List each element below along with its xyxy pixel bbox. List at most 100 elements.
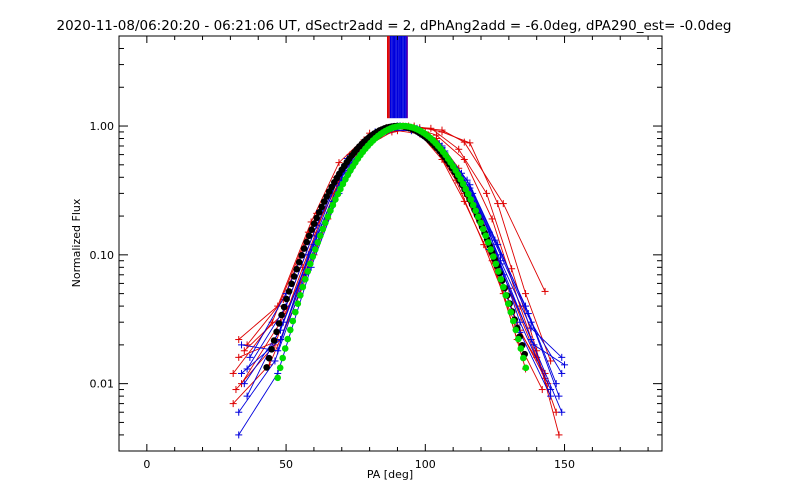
data-point-blue-3 xyxy=(271,357,279,365)
chart-title: 2020-11-08/06:20:20 - 06:21:06 UT, dSect… xyxy=(56,18,731,34)
data-point-blue-3 xyxy=(547,386,555,394)
model-point-black-model xyxy=(310,220,318,227)
data-point-blue-7 xyxy=(496,257,504,265)
model-point-black-model xyxy=(323,193,331,200)
data-point-red-7 xyxy=(508,265,516,273)
model-point-black-model xyxy=(298,252,306,259)
series-line-blue-7 xyxy=(246,126,563,397)
model-point-green-model xyxy=(507,308,515,316)
data-point-blue-5 xyxy=(561,361,569,369)
model-point-green-model xyxy=(469,201,477,209)
model-point-green-model xyxy=(497,275,505,283)
data-point-blue-2 xyxy=(558,408,566,416)
model-point-green-model xyxy=(319,225,327,233)
model-point-black-model xyxy=(320,198,328,205)
y-tick-label: 0.01 xyxy=(90,378,115,391)
model-point-green-model xyxy=(327,207,334,214)
data-point-blue-8 xyxy=(524,310,532,318)
model-point-green-model xyxy=(297,292,304,299)
model-point-green-model xyxy=(492,260,500,268)
model-point-black-model xyxy=(308,226,316,233)
model-point-black-model xyxy=(288,280,295,288)
data-point-red-5 xyxy=(235,336,243,344)
model-point-green-model xyxy=(472,207,480,214)
model-point-green-model xyxy=(484,239,492,246)
model-point-black-model xyxy=(278,311,285,319)
x-tick-label: 150 xyxy=(554,458,575,471)
model-point-green-model xyxy=(459,180,467,188)
series-line-red-outlier xyxy=(380,127,546,292)
model-point-green-model xyxy=(334,190,342,198)
model-point-green-model xyxy=(477,219,485,227)
data-point-red-outlier xyxy=(460,138,468,146)
model-point-green-model xyxy=(281,345,289,352)
data-point-red-4 xyxy=(466,139,474,147)
model-point-black-model xyxy=(265,354,273,362)
model-point-green-model xyxy=(317,232,324,239)
model-point-green-model xyxy=(274,374,282,382)
model-point-green-model xyxy=(322,219,329,227)
model-point-black-model xyxy=(268,346,275,353)
model-point-green-model xyxy=(307,260,314,268)
model-point-green-model xyxy=(332,196,339,203)
model-point-green-model xyxy=(474,213,482,220)
model-point-green-model xyxy=(284,335,292,343)
model-point-black-model xyxy=(285,288,293,295)
model-point-green-model xyxy=(495,268,502,275)
data-point-blue-8 xyxy=(238,369,246,377)
model-point-green-model xyxy=(487,246,495,253)
data-point-red-7 xyxy=(427,124,435,132)
model-point-black-model xyxy=(303,238,311,246)
data-point-blue-5 xyxy=(246,353,254,361)
model-point-green-model xyxy=(312,246,319,253)
model-point-green-model xyxy=(289,317,297,325)
model-point-green-model xyxy=(302,275,309,283)
model-point-green-model xyxy=(512,326,520,334)
data-point-red-1 xyxy=(235,353,243,361)
series-line-blue-6 xyxy=(238,127,557,436)
model-point-green-model xyxy=(520,354,527,362)
data-point-red-7 xyxy=(455,145,463,153)
data-point-red-outlier xyxy=(541,287,549,295)
model-point-green-model xyxy=(287,326,294,334)
x-tick-label: 50 xyxy=(279,458,293,471)
model-point-green-model xyxy=(279,354,287,362)
data-point-red-6 xyxy=(488,215,496,223)
model-point-green-model xyxy=(309,253,317,260)
data-point-blue-8 xyxy=(466,181,474,189)
model-point-green-model xyxy=(324,213,332,220)
data-point-red-outlier xyxy=(499,200,507,208)
model-point-green-model xyxy=(505,300,512,308)
data-point-red-4 xyxy=(522,290,530,298)
series-line-blue-3 xyxy=(238,127,552,413)
model-point-green-model xyxy=(490,253,497,260)
x-axis-label: PA [deg] xyxy=(367,468,413,481)
model-point-green-model xyxy=(502,292,510,299)
model-point-green-model xyxy=(517,345,525,352)
data-point-red-7 xyxy=(555,431,563,439)
model-point-black-model xyxy=(315,209,323,216)
data-point-blue-7 xyxy=(243,392,251,400)
y-axis-label: Normalized Flux xyxy=(70,198,83,287)
model-point-green-model xyxy=(294,300,302,308)
model-point-green-model xyxy=(337,185,344,193)
data-point-blue-1 xyxy=(547,392,555,400)
model-point-green-model xyxy=(462,185,470,193)
model-point-black-model xyxy=(270,337,278,344)
data-point-blue-3 xyxy=(516,318,524,326)
model-point-green-model xyxy=(510,317,517,325)
model-point-black-model xyxy=(275,320,283,327)
model-point-green-model xyxy=(464,190,472,198)
data-point-red-7 xyxy=(240,347,248,355)
model-point-green-model xyxy=(292,308,299,316)
data-point-blue-4 xyxy=(558,369,566,377)
data-point-blue-8 xyxy=(494,241,502,249)
data-point-blue-5 xyxy=(530,341,538,349)
model-point-black-model xyxy=(273,328,280,336)
data-point-blue-1 xyxy=(238,341,246,349)
data-point-red-6 xyxy=(229,400,237,408)
data-point-blue-8 xyxy=(277,336,285,344)
model-point-green-model xyxy=(329,201,337,209)
model-point-green-model xyxy=(482,232,490,239)
